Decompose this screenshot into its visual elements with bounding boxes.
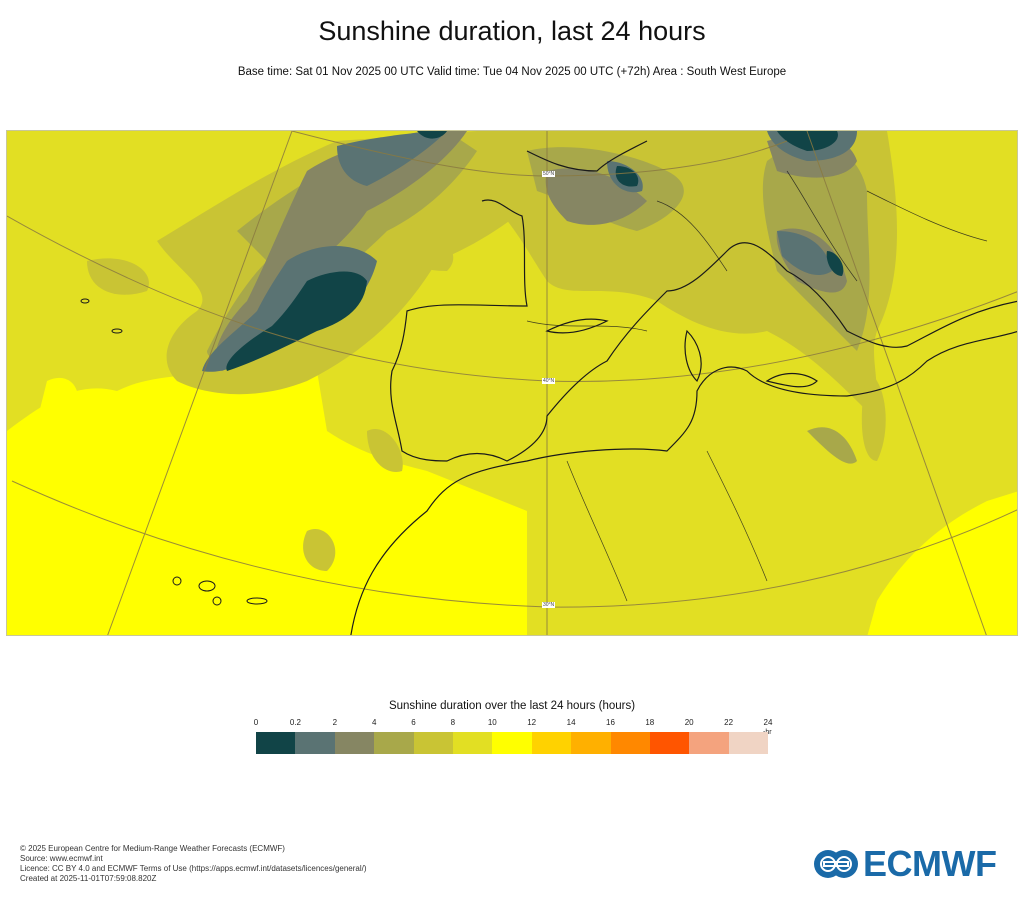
borders xyxy=(526,170,988,602)
legend-swatch-18-20 xyxy=(649,732,690,754)
legend-ticks: 0 0.2 2 4 6 8 10 12 14 16 18 20 22 24 xyxy=(253,718,773,730)
legend-swatch-22-24 xyxy=(728,732,769,754)
legend-colorbar xyxy=(256,732,769,754)
legend-tick: 14 xyxy=(566,718,576,727)
legend-swatch-0.2-2 xyxy=(295,732,335,754)
legend-swatch-16-18 xyxy=(610,732,650,754)
legend-title: Sunshine duration over the last 24 hours… xyxy=(388,700,636,712)
legend-swatch-12-14 xyxy=(531,732,572,754)
legend-tick: 0 xyxy=(253,718,259,727)
lat-label-40n: 40°N xyxy=(542,378,556,384)
source-line: Source: www.ecmwf.int xyxy=(20,854,103,863)
legend-swatch-8-10 xyxy=(452,732,493,754)
chart-subtitle: Base time: Sat 01 Nov 2025 00 UTC Valid … xyxy=(237,66,787,78)
legend-tick: 20 xyxy=(684,718,694,727)
high-sunshine-areas xyxy=(7,358,1017,635)
licence-line: Licence: CC BY 4.0 and ECMWF Terms of Us… xyxy=(20,864,367,873)
legend-tick: 18 xyxy=(645,718,655,727)
legend-swatch-2-4 xyxy=(334,732,375,754)
legend-tick: 16 xyxy=(606,718,615,727)
band-0-0-2 xyxy=(226,131,844,371)
ecmwf-logo: ECMWF xyxy=(813,843,997,884)
coastlines xyxy=(350,140,1017,635)
copyright-line: © 2025 European Centre for Medium-Range … xyxy=(20,844,285,853)
ecmwf-wordmark: ECMWF xyxy=(863,843,997,884)
legend-swatch-10-12 xyxy=(492,732,532,754)
legend-tick: 0.2 xyxy=(289,718,301,727)
chart-title: Sunshine duration, last 24 hours xyxy=(318,16,706,46)
legend-swatch-0-0.2 xyxy=(256,732,296,754)
legend-swatch-6-8 xyxy=(413,732,453,754)
lat-label-50n: 50°N xyxy=(542,171,556,177)
legend-swatch-20-22 xyxy=(689,732,729,754)
legend-tick: 8 xyxy=(450,718,456,727)
legend-tick: 24 xyxy=(763,718,773,727)
legend-swatch-4-6 xyxy=(374,732,414,754)
legend-tick: 10 xyxy=(487,718,497,727)
islands xyxy=(80,298,268,606)
lat-label-30n: 30°N xyxy=(542,602,556,608)
legend-tick: 6 xyxy=(411,718,416,727)
legend-swatch-14-16 xyxy=(571,732,611,754)
footer-credits: © 2025 European Centre for Medium-Range … xyxy=(20,844,367,884)
legend-tick: 22 xyxy=(724,718,734,727)
legend-tick: 4 xyxy=(371,718,377,727)
map-canvas xyxy=(7,131,1017,635)
ecmwf-symbol-icon xyxy=(814,850,858,878)
sunshine-map: 50°N 40°N 30°N xyxy=(6,130,1018,636)
legend-tick: 12 xyxy=(527,718,537,727)
created-line: Created at 2025-11-01T07:59:08.820Z xyxy=(20,874,157,883)
legend-tick: 2 xyxy=(332,718,338,727)
